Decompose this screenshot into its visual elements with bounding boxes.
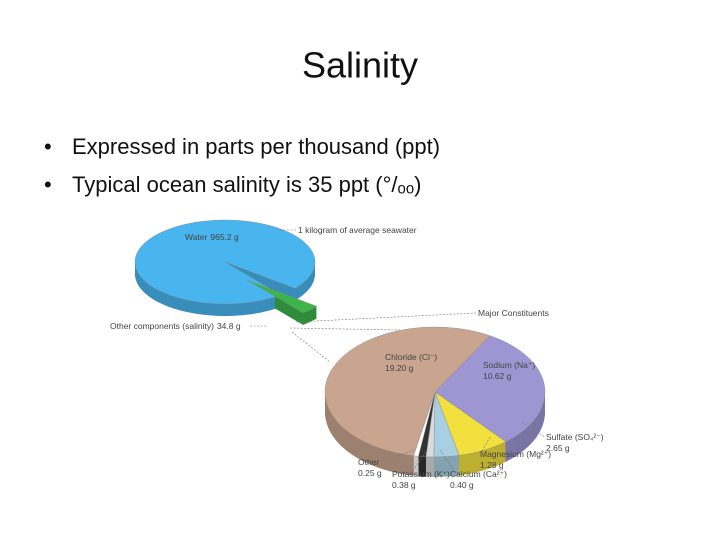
- caption: 1 kilogram of average seawater: [298, 225, 417, 235]
- slice-label: Water 965.2 g: [185, 232, 239, 242]
- label-value: 0.25 g: [358, 468, 382, 478]
- label-value: 34.8 g: [217, 321, 241, 331]
- bullet-text: Expressed in parts per thousand (ppt): [72, 134, 440, 159]
- label-value: 10.62 g: [483, 371, 512, 381]
- slice: [134, 219, 316, 305]
- slice: [246, 279, 318, 314]
- leader-line: [379, 449, 415, 463]
- label-name: Other: [358, 457, 379, 467]
- slice: [324, 326, 491, 456]
- leader-line: [291, 331, 331, 363]
- label-name: Sodium (Na⁺): [483, 360, 535, 370]
- leader-line: [289, 327, 401, 331]
- slice-label: Other 0.25 g: [358, 457, 382, 478]
- label-name: Potassium (K⁺): [392, 469, 450, 479]
- slice-label: Calcium (Ca²⁺) 0.40 g: [450, 469, 507, 490]
- label-value: 1.28 g: [480, 460, 504, 470]
- leader-line: [521, 421, 546, 438]
- slice-label: Other components (salinity) 34.8 g: [110, 321, 241, 331]
- slice-label: Sulfate (SO₄²⁻) 2.65 g: [546, 432, 604, 453]
- bullet-dot: •: [44, 134, 52, 159]
- slide-title: Salinity: [302, 45, 418, 86]
- label-value: 19.20 g: [385, 363, 414, 373]
- label-value: 2.65 g: [546, 443, 570, 453]
- leader-line: [411, 451, 427, 473]
- label-name: Chloride (Cl⁻): [385, 352, 437, 362]
- bullet-text: Typical ocean salinity is 35 ppt (°/ₒₒ): [72, 172, 421, 197]
- label-name: Sulfate (SO₄²⁻): [546, 432, 604, 442]
- slice-label: Potassium (K⁺) 0.38 g: [392, 469, 450, 490]
- figure: Water 965.2 g 1 kilogram of average seawat…: [110, 219, 604, 490]
- caption: Major Constituents: [478, 308, 549, 318]
- label-value: 0.38 g: [392, 480, 416, 490]
- label-value: 965.2 g: [210, 232, 239, 242]
- slice-label: Chloride (Cl⁻) 19.20 g: [385, 352, 437, 373]
- slice-label: Magnesium (Mg²⁺) 1.28 g: [480, 449, 551, 470]
- label-name: Water: [185, 232, 208, 242]
- leader-line: [295, 312, 477, 323]
- leader-line: [439, 449, 456, 473]
- label-name: Calcium (Ca²⁺): [450, 469, 507, 479]
- label-name: Other components (salinity): [110, 321, 214, 331]
- slice-label: Sodium (Na⁺) 10.62 g: [483, 360, 535, 381]
- bullet-dot: •: [44, 172, 52, 197]
- label-value: 0.40 g: [450, 480, 474, 490]
- slice: [434, 335, 546, 442]
- label-name: Magnesium (Mg²⁺): [480, 449, 551, 459]
